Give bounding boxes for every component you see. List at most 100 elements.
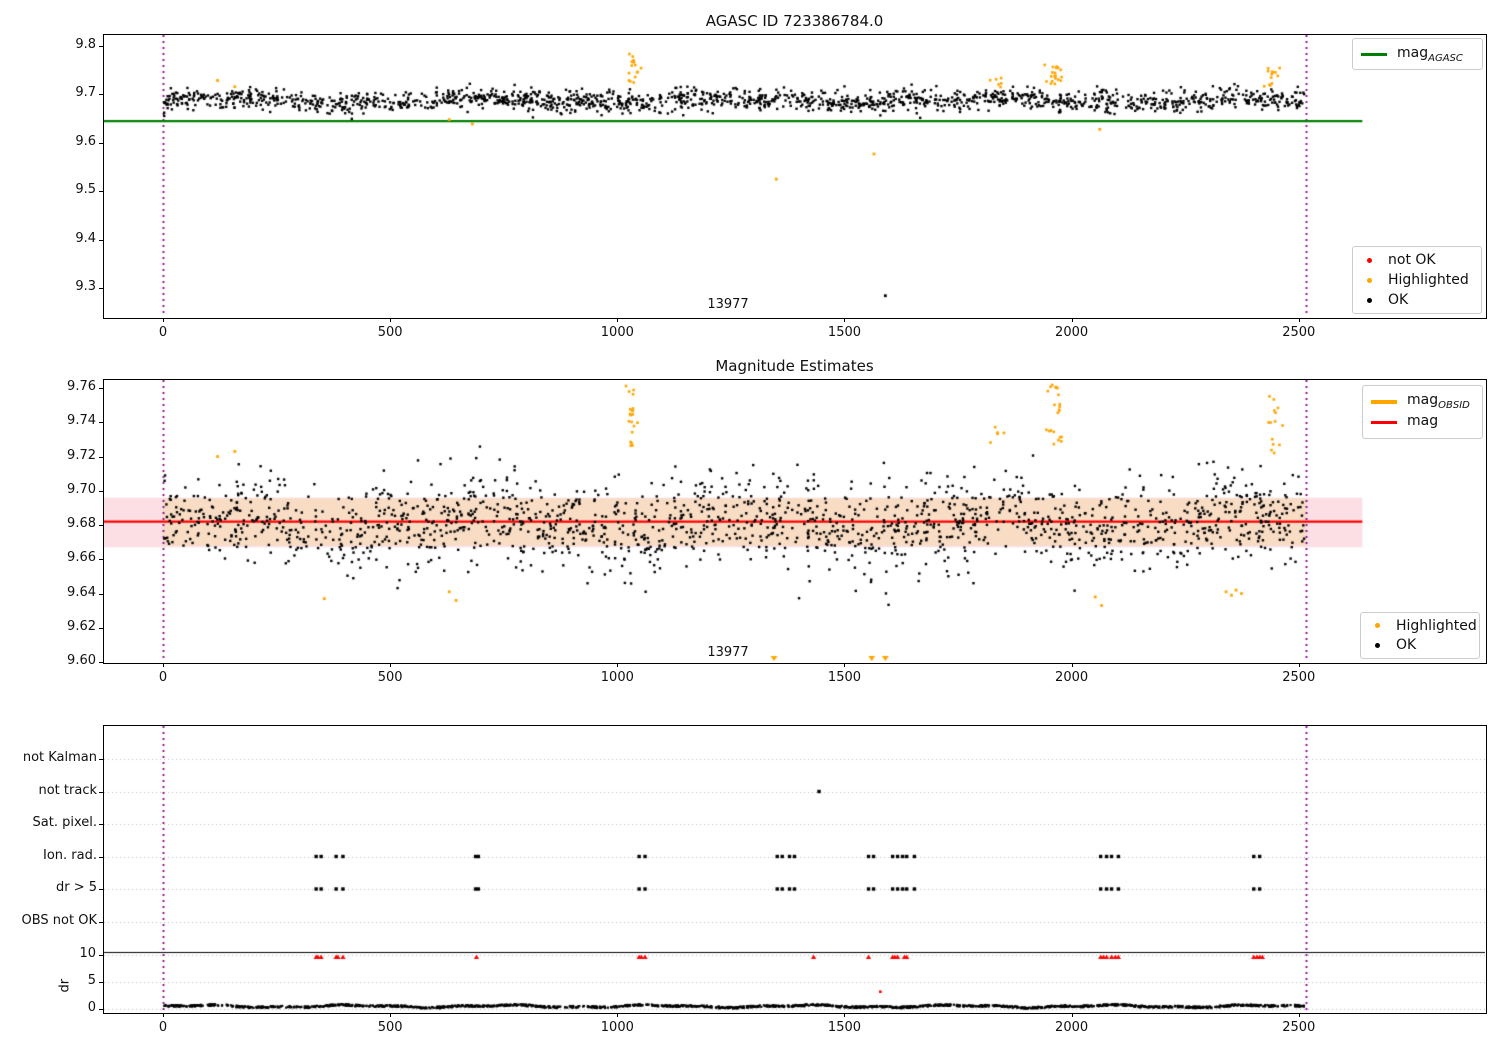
plot2-xtick-mark	[163, 663, 165, 667]
plot3-category-label: Sat. pixel.	[32, 815, 97, 830]
plot1-ytick-mark	[99, 142, 103, 144]
plot2-ytick-mark	[99, 627, 103, 629]
plot2-xtick-label: 1500	[827, 670, 862, 685]
plot3-xtick-label: 0	[158, 1020, 168, 1035]
plot2-axes	[103, 379, 1487, 664]
plot3-cat-tick-mark	[99, 759, 103, 760]
plot3-xtick-label: 1500	[827, 1020, 862, 1035]
plot2-xtick-label: 1000	[600, 670, 634, 685]
plot1-xtick-label: 2000	[1055, 325, 1089, 340]
plot3-xtick-mark	[163, 1013, 165, 1017]
plot1-ytick-mark	[99, 287, 103, 289]
plot1-ytick-label: 9.7	[75, 85, 96, 101]
plot1-legend-line: magAGASC	[1352, 38, 1483, 70]
plot3-canvas	[104, 726, 1485, 1012]
plot3-axes	[103, 725, 1487, 1014]
legend-row-not-ok: not OK	[1361, 250, 1473, 270]
plot2-legend-points: Highlighted OK	[1360, 612, 1480, 659]
plot2-canvas	[104, 380, 1485, 662]
plot1-obsid-label: 13977	[707, 297, 749, 312]
mag-line-sample	[1371, 421, 1397, 424]
legend-row-ok: OK	[1361, 290, 1473, 310]
plot3-xtick-mark	[617, 1013, 619, 1017]
plot3-category-label: dr > 5	[55, 880, 97, 895]
mag-obsid-line-sample	[1371, 399, 1397, 404]
plot3-xtick-mark	[390, 1013, 392, 1017]
ok-dot	[1367, 297, 1372, 303]
highlighted-label: Highlighted	[1388, 272, 1469, 288]
plot3-dr-tick-label: 0	[87, 1000, 96, 1015]
legend-row-mag-agasc: magAGASC	[1361, 44, 1474, 65]
plot3-xtick-label: 1000	[600, 1020, 634, 1035]
plot2-ytick-mark	[99, 525, 103, 527]
plot3-category-label: not Kalman	[22, 750, 97, 765]
plot2-ytick-label: 9.74	[67, 413, 96, 429]
plot2-xtick-label: 500	[377, 670, 403, 685]
plot3-dr-tick-label: 10	[79, 946, 96, 961]
plot2-xtick-mark	[617, 663, 619, 667]
plot2-obsid-label: 13977	[707, 645, 749, 660]
plot2-title: Magnitude Estimates	[715, 357, 874, 375]
plot2-xtick-mark	[844, 663, 846, 667]
plot3-dr-tick-mark	[99, 1009, 103, 1010]
plot3-cat-tick-mark	[99, 889, 103, 890]
plot1-xtick-label: 500	[377, 325, 403, 340]
plot3-dr-tick-mark	[99, 955, 103, 956]
plot1-xtick-mark	[390, 318, 392, 322]
plot1-ytick-label: 9.8	[75, 37, 96, 53]
plot3-xtick-mark	[844, 1013, 846, 1017]
plot3-dr-tick-mark	[99, 982, 103, 983]
plot2-xtick-mark	[390, 663, 392, 667]
plot2-xtick-label: 2500	[1282, 670, 1316, 685]
plot1-axes	[103, 34, 1487, 319]
plot2-ytick-label: 9.70	[67, 481, 96, 497]
plot1-xtick-mark	[1071, 318, 1073, 322]
plot1-canvas	[104, 35, 1485, 317]
plot1-xtick-label: 1500	[827, 325, 862, 340]
plot2-ytick-mark	[99, 490, 103, 492]
plot2-ytick-label: 9.64	[67, 584, 96, 600]
plot1-xtick-label: 2500	[1282, 325, 1316, 340]
legend-row-highlighted: Highlighted	[1361, 270, 1473, 290]
plot3-cat-tick-mark	[99, 791, 103, 793]
plot1-ytick-mark	[99, 94, 103, 96]
not-ok-dot	[1367, 257, 1372, 263]
plot2-xtick-mark	[1071, 663, 1073, 667]
legend-row-highlighted-2: Highlighted	[1369, 616, 1477, 636]
mag-agasc-line-sample	[1361, 52, 1387, 56]
plot3-dr-tick-label: 5	[87, 973, 96, 988]
plot3-xtick-mark	[1071, 1013, 1073, 1017]
plot2-ytick-label: 9.62	[67, 618, 96, 634]
plot3-category-label: Ion. rad.	[43, 847, 97, 863]
plot2-ytick-mark	[99, 422, 103, 424]
mag-label: mag	[1407, 413, 1439, 430]
plot1-xtick-mark	[1298, 318, 1300, 322]
plot1-ytick-label: 9.3	[75, 278, 96, 294]
legend-row-mag-obsid: magOBSID	[1371, 391, 1474, 412]
plot1-ytick-mark	[99, 191, 103, 193]
plot1-xtick-mark	[163, 318, 165, 322]
plot1-ytick-label: 9.6	[75, 133, 96, 149]
plot3-cat-tick-mark	[99, 856, 103, 858]
mag-obsid-label: magOBSID	[1407, 392, 1470, 411]
plot2-ytick-label: 9.76	[67, 379, 96, 395]
plot2-legend-lines: magOBSID mag	[1362, 385, 1483, 439]
plot2-xtick-label: 0	[158, 670, 168, 685]
ok-label-2: OK	[1396, 637, 1417, 654]
plot3-xtick-mark	[1298, 1013, 1300, 1017]
plot2-ytick-mark	[99, 559, 103, 561]
plot1-xtick-mark	[844, 318, 846, 322]
plot1-ytick-mark	[99, 239, 103, 241]
highlighted-label-2: Highlighted	[1396, 617, 1477, 634]
plot1-ytick-label: 9.5	[75, 182, 96, 198]
plot1-title: AGASC ID 723386784.0	[705, 12, 884, 30]
plot3-xtick-label: 500	[377, 1020, 403, 1035]
plot2-ytick-label: 9.66	[67, 550, 96, 566]
plot1-legend-points: not OK Highlighted OK	[1352, 246, 1482, 314]
plot2-ytick-label: 9.68	[67, 516, 96, 532]
legend-row-ok-2: OK	[1369, 636, 1471, 656]
plot3-cat-tick-mark	[99, 824, 103, 825]
highlighted-dot-2	[1375, 623, 1380, 629]
plot3-xtick-label: 2000	[1055, 1020, 1089, 1035]
plot2-ytick-mark	[99, 662, 103, 663]
